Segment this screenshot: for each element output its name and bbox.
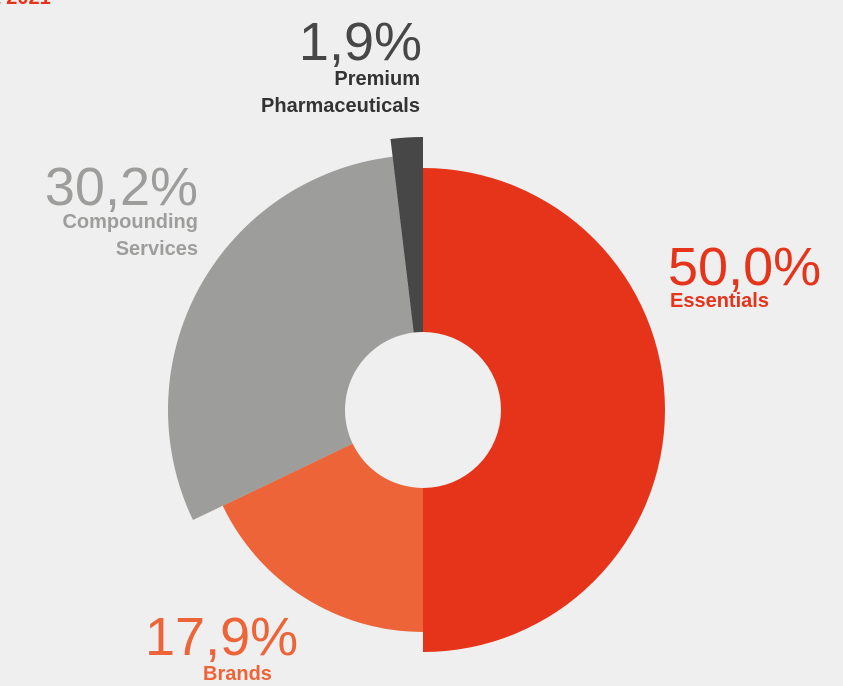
slice-category-label: Compounding [62,211,198,233]
slice-value-label: 17,9% [145,607,298,667]
pie-slice [222,443,423,632]
slice-value-label: 50,0% [668,237,821,297]
pie-slice [390,136,423,333]
slice-category-label: Premium [334,68,420,90]
pie-slice [168,156,414,521]
slice-category-label: Brands [203,663,272,685]
chart-title: t 2021 [0,0,51,9]
slice-category-label: Pharmaceuticals [261,95,420,117]
slice-value-label: 30,2% [45,157,198,217]
slice-category-label: Essentials [670,290,769,312]
slice-value-label: 1,9% [299,12,422,72]
slice-category-label: Services [116,238,198,260]
pie-slice [423,168,665,652]
